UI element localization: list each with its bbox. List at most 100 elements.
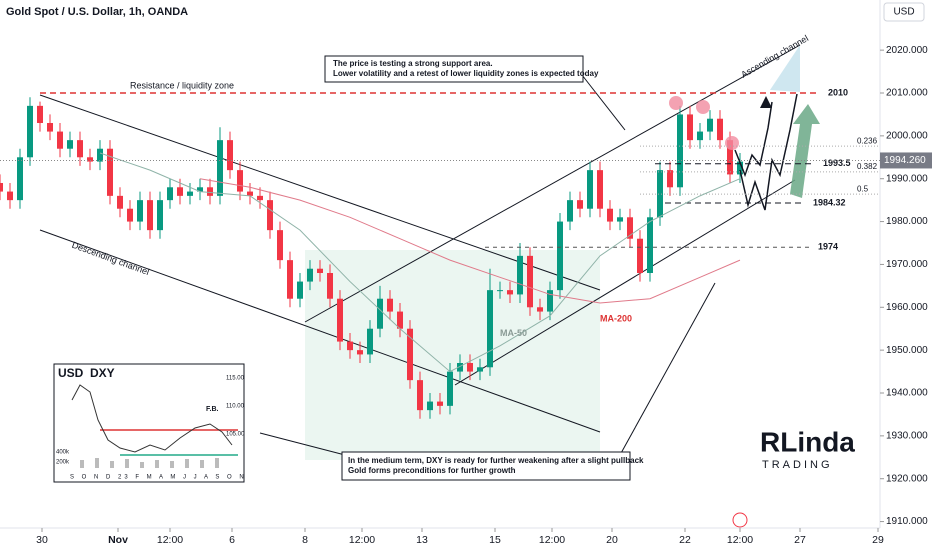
candle-body <box>347 341 353 351</box>
inset: USD DXY 115.00 110.00 105.00 400k 200k S… <box>53 363 247 483</box>
big-arrow <box>790 104 820 198</box>
y-tick-label: 1950.000 <box>886 345 928 356</box>
y-tick-label: 1920.000 <box>886 473 928 484</box>
x-tick-label: 27 <box>794 534 806 546</box>
candle-body <box>127 208 133 222</box>
inset-months: S O N D 23 F M A M J J A S O N <box>70 475 247 481</box>
candle-body <box>477 367 483 372</box>
candle-body <box>247 191 253 196</box>
fib-label: 0.5 <box>857 184 869 193</box>
candle-body <box>577 200 583 209</box>
inset-vol: 400k <box>56 450 70 456</box>
candle-body <box>567 200 573 222</box>
candle-body <box>557 221 563 291</box>
y-tick-label: 2000.000 <box>886 130 928 141</box>
inset-tick: 105.00 <box>226 432 245 438</box>
candle-body <box>587 170 593 209</box>
candle-body <box>317 268 323 273</box>
candle-body <box>27 105 33 158</box>
candle-body <box>657 170 663 218</box>
note: In the medium term, DXY is ready for fur… <box>348 456 644 465</box>
candle-body <box>717 118 723 141</box>
note: Gold forms preconditions for further gro… <box>348 466 516 475</box>
ma-line <box>99 152 741 373</box>
desc-lower <box>39 229 601 433</box>
inset-price <box>71 384 233 453</box>
x-tick-label: Nov <box>108 534 128 546</box>
candle-body <box>217 140 223 196</box>
x-tick-label: 12:00 <box>157 534 183 546</box>
inset-marker: F.B. <box>206 406 219 413</box>
arrowhead <box>760 96 772 108</box>
candle-body <box>107 148 113 196</box>
fib-label: 0.382 <box>857 162 878 171</box>
candle-body <box>677 114 683 188</box>
marker <box>696 100 710 114</box>
candle-body <box>497 290 503 292</box>
candle-body <box>437 401 443 406</box>
y-tick-label: 1990.000 <box>886 173 928 184</box>
inset-symbol: DXY <box>90 366 115 380</box>
desc-upper <box>39 94 601 291</box>
candle-body <box>87 157 93 162</box>
inset-tick: 110.00 <box>226 404 245 410</box>
candle-body <box>487 290 493 368</box>
annotation: Resistance / liquidity zone <box>130 80 234 90</box>
currency-box <box>883 2 925 22</box>
inset-volume <box>80 458 219 468</box>
candle-body <box>607 208 613 222</box>
note: Lower volatility and a retest of lower l… <box>333 69 599 78</box>
markers <box>669 96 739 150</box>
x-tick-label: 12:00 <box>539 534 565 546</box>
candle-body <box>287 260 293 299</box>
callout-line <box>259 432 346 456</box>
level-label: 2010 <box>828 87 848 97</box>
candle-body <box>667 170 673 188</box>
candle-body <box>637 238 643 273</box>
level-label: 1984.32 <box>813 197 846 207</box>
candle-body <box>367 328 373 355</box>
currency: USD <box>893 7 914 18</box>
asc-upper <box>304 44 801 323</box>
level-label: 1993.5 <box>823 158 851 168</box>
x-tick-label: 29 <box>872 534 884 546</box>
marker <box>669 96 683 110</box>
inset-vol: 200k <box>56 460 70 466</box>
candle-body <box>167 187 173 201</box>
candle-body <box>187 191 193 196</box>
candle-body <box>97 148 103 162</box>
callout-line <box>619 282 716 456</box>
y-tick-label: 1910.000 <box>886 516 928 527</box>
candle-body <box>237 170 243 192</box>
candle-body <box>327 273 333 299</box>
ma-label: MA-200 <box>600 313 632 323</box>
fib-label: 0.236 <box>857 136 878 145</box>
note-box <box>324 55 584 83</box>
inset-tick: 115.00 <box>226 376 245 382</box>
y-tick-label: 1960.000 <box>886 302 928 313</box>
candle-body <box>67 140 73 149</box>
candle-body <box>547 290 553 312</box>
inset-title: USD <box>58 366 84 380</box>
candle-body <box>0 183 3 192</box>
ma-label: MA-50 <box>500 328 527 338</box>
candle-body <box>257 195 263 201</box>
candle-body <box>697 131 703 141</box>
candle-body <box>47 123 53 132</box>
x-tick-label: 12:00 <box>349 534 375 546</box>
candle-body <box>137 200 143 222</box>
last-price-label: 1994.260 <box>884 155 926 166</box>
y-tick-label: 1930.000 <box>886 430 928 441</box>
x-tick-label: 30 <box>36 534 48 546</box>
candle-body <box>647 217 653 273</box>
x-tick-label: 20 <box>606 534 618 546</box>
candle-body <box>597 170 603 209</box>
logo-sub: TRADING <box>762 459 833 471</box>
x-tick-label: 6 <box>229 534 235 546</box>
candle-body <box>537 307 543 312</box>
channel-shade <box>770 45 800 92</box>
candle-body <box>467 363 473 372</box>
candle-body <box>407 328 413 381</box>
candle-body <box>267 200 273 231</box>
